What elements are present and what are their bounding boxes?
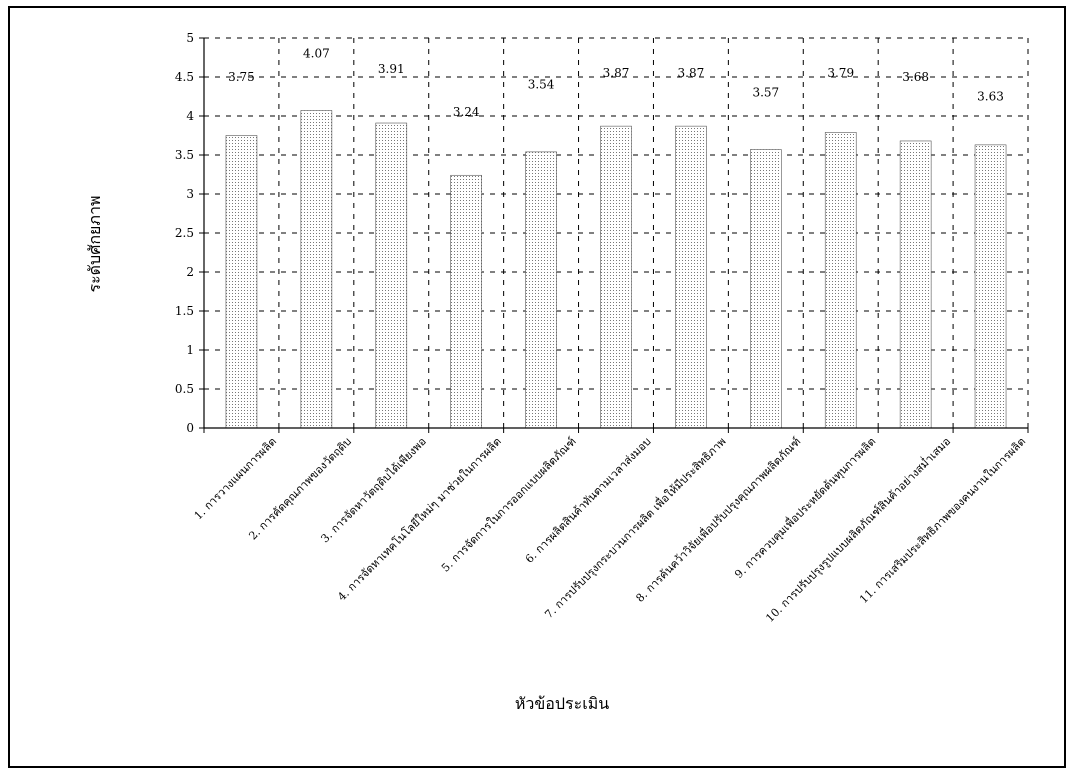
category-label: 11. การเสริมประสิทธิภาพของคนงานในการผลิต [857, 435, 1028, 606]
category-label: 5. การจัดการในการออกแบบผลิตภัณฑ์ [439, 435, 579, 575]
y-tick-label: 1 [186, 343, 194, 357]
value-label: 3.63 [977, 89, 1004, 103]
bar [375, 122, 408, 429]
category-label: 1. การวางแผนการผลิต [192, 435, 279, 522]
bar [899, 140, 932, 429]
value-label: 3.79 [827, 66, 854, 80]
value-label: 3.75 [228, 70, 255, 84]
y-tick-label: 4 [186, 109, 194, 123]
axes [199, 37, 1029, 433]
value-label: 3.87 [603, 66, 630, 80]
value-label: 3.87 [678, 66, 705, 80]
value-label: 4.07 [303, 47, 330, 61]
bar-chart: 00.511.522.533.544.553.751. การวางแผนการ… [85, 31, 1029, 713]
value-label: 3.24 [453, 105, 480, 119]
y-tick-label: 3.5 [175, 148, 194, 162]
bar [225, 135, 258, 429]
y-tick-label: 2.5 [175, 226, 194, 240]
y-tick-label: 4.5 [175, 70, 194, 84]
bar [675, 125, 707, 429]
y-tick-label: 0 [186, 421, 194, 435]
y-tick-label: 1.5 [175, 304, 194, 318]
bar [300, 110, 333, 429]
bar [750, 149, 782, 429]
bars [225, 110, 1007, 429]
category-label: 8. การค้นคว้าวิจัยเพื่อปรับปรุงคุณภาพผลิ… [632, 434, 803, 605]
category-label: 4. การจัดหาเทคโนโลยีใหม่ๆ มาช่วยในการผลิ… [334, 434, 503, 603]
y-tick-label: 3 [186, 187, 194, 201]
bar [600, 125, 632, 429]
y-axis-title: ระดับศักยภาพ [85, 195, 104, 292]
y-tick-label: 5 [186, 31, 194, 45]
category-label: 9. การควบคุมเพื่อประหยัดต้นทุนการผลิต [731, 434, 879, 582]
bar [824, 132, 857, 429]
y-tick-label: 0.5 [175, 382, 194, 396]
bar [450, 174, 482, 429]
chart-frame: 0 0.5 1 1.5 2 2.5 3 3.5 4 4.5 5 3.75 1. การวางแผนการ… [8, 6, 1066, 768]
x-axis-title: หัวข้อประเมิน [515, 694, 609, 713]
value-label: 3.91 [378, 62, 405, 76]
value-label: 3.54 [528, 78, 555, 92]
category-label: 6. การผลิตสินค้าทันตามเวลาส่งมอบ [523, 435, 654, 566]
bar [974, 144, 1007, 429]
bar [525, 151, 557, 429]
y-tick-label: 2 [186, 265, 194, 279]
value-label: 3.57 [752, 86, 779, 100]
value-label: 3.68 [902, 70, 929, 84]
